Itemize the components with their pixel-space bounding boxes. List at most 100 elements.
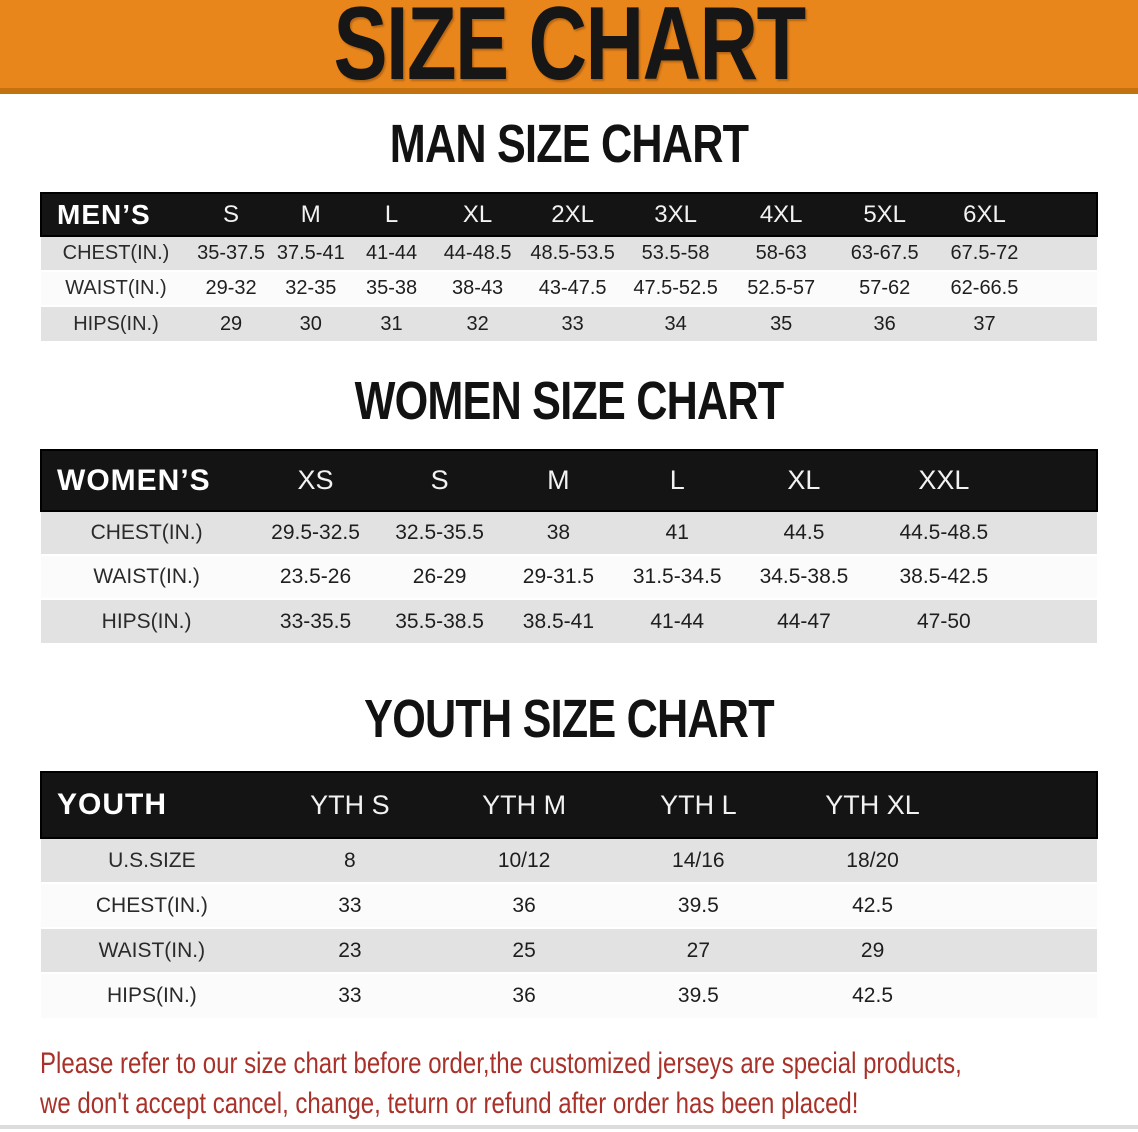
row-spacer xyxy=(960,883,1097,928)
measurement-value: 31.5-34.5 xyxy=(632,565,722,588)
bottom-edge-divider xyxy=(0,1125,1138,1129)
header-spacer xyxy=(959,771,1099,839)
size-column-header: YTH M xyxy=(436,771,612,839)
row-spacer xyxy=(960,928,1097,973)
measurement-value: 34.5-38.5 xyxy=(759,565,849,588)
size-column-header: M xyxy=(271,192,351,237)
measurement-value: 23.5-26 xyxy=(279,565,352,588)
measurement-value: 14/16 xyxy=(672,848,725,872)
men-header-row: MEN’S S M L XL 2XL 3XL 4XL 5XL 6XL xyxy=(40,192,1099,237)
measurement-label: WAIST(IN.) xyxy=(65,277,167,299)
measurement-value: 25 xyxy=(512,938,536,962)
men-section: MAN SIZE CHART MEN’S S M L XL 2XL 3XL 4XL 5XL 6X… xyxy=(0,114,1138,341)
measurement-label: CHEST(IN.) xyxy=(95,893,208,917)
row-spacer xyxy=(1034,236,1097,271)
header-spacer xyxy=(1017,449,1099,512)
size-column-header: 5XL xyxy=(833,192,936,237)
measurement-value: 33 xyxy=(338,984,362,1007)
measurement-value: 44-47 xyxy=(777,609,831,633)
size-column-header: XS xyxy=(252,449,379,512)
measurement-row: WAIST(IN.) 23 25 27 29 xyxy=(41,928,1097,973)
measurement-value: 48.5-53.5 xyxy=(530,242,615,264)
measurement-value: 35 xyxy=(770,312,793,335)
measurement-value: 41 xyxy=(665,521,689,544)
women-header-row: WOMEN’S XS S M L XL XXL xyxy=(39,449,1099,512)
measurement-value: 18/20 xyxy=(846,848,899,872)
measurement-value: 39.5 xyxy=(677,893,719,917)
measurement-value: 44.5 xyxy=(783,521,825,544)
measurement-row: WAIST(IN.) 29-32 32-35 35-38 38-43 43-47.5 47.… xyxy=(41,271,1097,306)
measurement-value: 29-31.5 xyxy=(522,565,595,588)
measurement-value: 27 xyxy=(686,938,711,962)
measurement-value: 53.5-58 xyxy=(641,242,710,264)
size-column-header: L xyxy=(616,449,738,512)
row-spacer xyxy=(1034,271,1097,306)
measurement-value: 44-48.5 xyxy=(443,242,512,264)
size-column-header: 6XL xyxy=(935,192,1034,237)
disclaimer: Please refer to our size chart before or… xyxy=(40,1044,1098,1124)
measurement-value: 47.5-52.5 xyxy=(633,277,718,299)
youth-size-table: YOUTH YTH S YTH M YTH L YTH XL U.S.SIZE 8 10/… xyxy=(40,771,1099,1018)
measurement-value: 37.5-41 xyxy=(276,242,345,264)
size-column-header: XL xyxy=(432,192,523,237)
measurement-value: 35.5-38.5 xyxy=(395,609,484,633)
men-group-label: MEN’S xyxy=(40,192,191,237)
size-column-header: YTH S xyxy=(262,771,437,839)
measurement-value: 35-37.5 xyxy=(197,242,265,264)
measurement-value: 43-47.5 xyxy=(538,277,607,299)
youth-section-heading: YOUTH SIZE CHART xyxy=(364,689,774,749)
women-section-heading: WOMEN SIZE CHART xyxy=(354,371,785,431)
measurement-label: HIPS(IN.) xyxy=(106,984,197,1007)
measurement-row: CHEST(IN.) 35-37.5 37.5-41 41-44 44-48.5 48.5… xyxy=(41,236,1097,271)
size-column-header: YTH L xyxy=(611,771,786,839)
measurement-row: HIPS(IN.) 29 30 31 32 33 34 35 36 37 xyxy=(41,306,1097,341)
measurement-value: 35-38 xyxy=(365,277,418,299)
measurement-value: 38.5-41 xyxy=(522,609,595,633)
row-spacer xyxy=(1034,306,1097,341)
banner-title: SIZE CHART xyxy=(333,0,806,94)
measurement-value: 32.5-35.5 xyxy=(395,521,484,544)
measurement-value: 33 xyxy=(338,893,362,917)
men-size-table: MEN’S S M L XL 2XL 3XL 4XL 5XL 6XL CHEST(IN.) 35-… xyxy=(40,192,1099,341)
row-spacer xyxy=(1018,555,1097,599)
youth-header-row: YOUTH YTH S YTH M YTH L YTH XL xyxy=(40,771,1099,839)
measurement-value: 38 xyxy=(546,521,571,544)
measurement-value: 44.5-48.5 xyxy=(899,521,989,544)
header-spacer xyxy=(1033,192,1099,237)
row-spacer xyxy=(1018,511,1097,555)
measurement-row: CHEST(IN.) 33 36 39.5 42.5 xyxy=(41,883,1097,928)
measurement-value: 36 xyxy=(512,893,536,917)
measurement-row: HIPS(IN.) 33 36 39.5 42.5 xyxy=(41,973,1097,1018)
size-column-header: XL xyxy=(737,449,870,512)
measurement-value: 30 xyxy=(299,312,322,335)
measurement-value: 32-35 xyxy=(285,277,337,299)
measurement-value: 47-50 xyxy=(916,609,971,633)
measurement-value: 34 xyxy=(664,312,687,335)
measurement-value: 10/12 xyxy=(497,848,551,872)
youth-section: YOUTH SIZE CHART YOUTH YTH S YTH M YTH L YT… xyxy=(0,689,1138,1018)
measurement-value: 36 xyxy=(873,312,896,335)
size-column-header: S xyxy=(190,192,272,237)
measurement-label: CHEST(IN.) xyxy=(90,521,203,544)
measurement-label: HIPS(IN.) xyxy=(73,312,159,335)
measurement-value: 52.5-57 xyxy=(747,277,816,299)
size-column-header: 2XL xyxy=(522,192,623,237)
disclaimer-line-1: Please refer to our size chart before or… xyxy=(40,1047,962,1080)
measurement-row: HIPS(IN.) 33-35.5 35.5-38.5 38.5-41 41-44 44-… xyxy=(41,599,1097,643)
measurement-value: 67.5-72 xyxy=(950,242,1019,264)
measurement-value: 37 xyxy=(973,312,996,335)
measurement-value: 31 xyxy=(380,312,403,335)
size-column-header: 4XL xyxy=(728,192,834,237)
measurement-value: 41-44 xyxy=(650,609,705,633)
measurement-value: 33-35.5 xyxy=(279,609,352,633)
men-section-heading: MAN SIZE CHART xyxy=(389,114,749,174)
measurement-value: 29.5-32.5 xyxy=(271,521,360,544)
measurement-value: 29-32 xyxy=(205,277,257,299)
size-column-header: YTH XL xyxy=(785,771,960,839)
measurement-value: 42.5 xyxy=(852,984,893,1007)
women-size-table: WOMEN’S XS S M L XL XXL CHEST(IN.) 29.5-32.5 32… xyxy=(39,449,1099,643)
measurement-value: 63-67.5 xyxy=(850,242,919,264)
measurement-value: 58-63 xyxy=(755,242,807,264)
measurement-value: 57-62 xyxy=(859,277,911,299)
measurement-row: CHEST(IN.) 29.5-32.5 32.5-35.5 38 41 44.5 44.5… xyxy=(41,511,1097,555)
